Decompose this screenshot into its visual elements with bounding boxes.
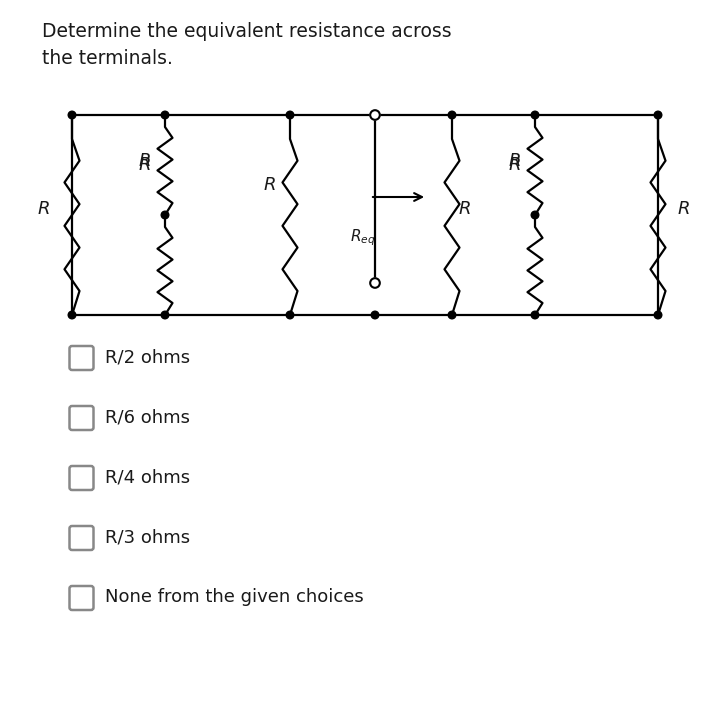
Text: $R_{eq}$: $R_{eq}$ [350, 227, 376, 247]
Circle shape [161, 211, 168, 219]
Circle shape [287, 311, 294, 318]
Text: R/6 ohms: R/6 ohms [105, 408, 190, 426]
Text: Determine the equivalent resistance across: Determine the equivalent resistance acro… [42, 22, 451, 41]
Text: R/2 ohms: R/2 ohms [105, 348, 190, 366]
Circle shape [370, 278, 380, 288]
Text: R: R [139, 156, 151, 174]
Circle shape [161, 311, 168, 318]
Text: R: R [459, 200, 472, 218]
Text: the terminals.: the terminals. [42, 49, 173, 67]
Text: R: R [264, 176, 276, 194]
Circle shape [287, 111, 294, 119]
Text: R: R [139, 152, 151, 170]
Text: R/4 ohms: R/4 ohms [105, 468, 190, 486]
Circle shape [372, 311, 379, 318]
Text: R: R [509, 156, 521, 174]
Circle shape [531, 311, 539, 318]
Circle shape [161, 111, 168, 119]
Circle shape [654, 311, 662, 318]
Circle shape [68, 111, 76, 119]
Text: None from the given choices: None from the given choices [105, 588, 364, 606]
Circle shape [531, 111, 539, 119]
Circle shape [448, 111, 456, 119]
Circle shape [370, 110, 380, 120]
Text: R: R [37, 200, 50, 218]
Text: R/3 ohms: R/3 ohms [105, 528, 190, 546]
Circle shape [531, 211, 539, 219]
Circle shape [68, 311, 76, 318]
Circle shape [448, 311, 456, 318]
Text: R: R [509, 152, 521, 170]
Text: R: R [678, 200, 690, 218]
Circle shape [654, 111, 662, 119]
